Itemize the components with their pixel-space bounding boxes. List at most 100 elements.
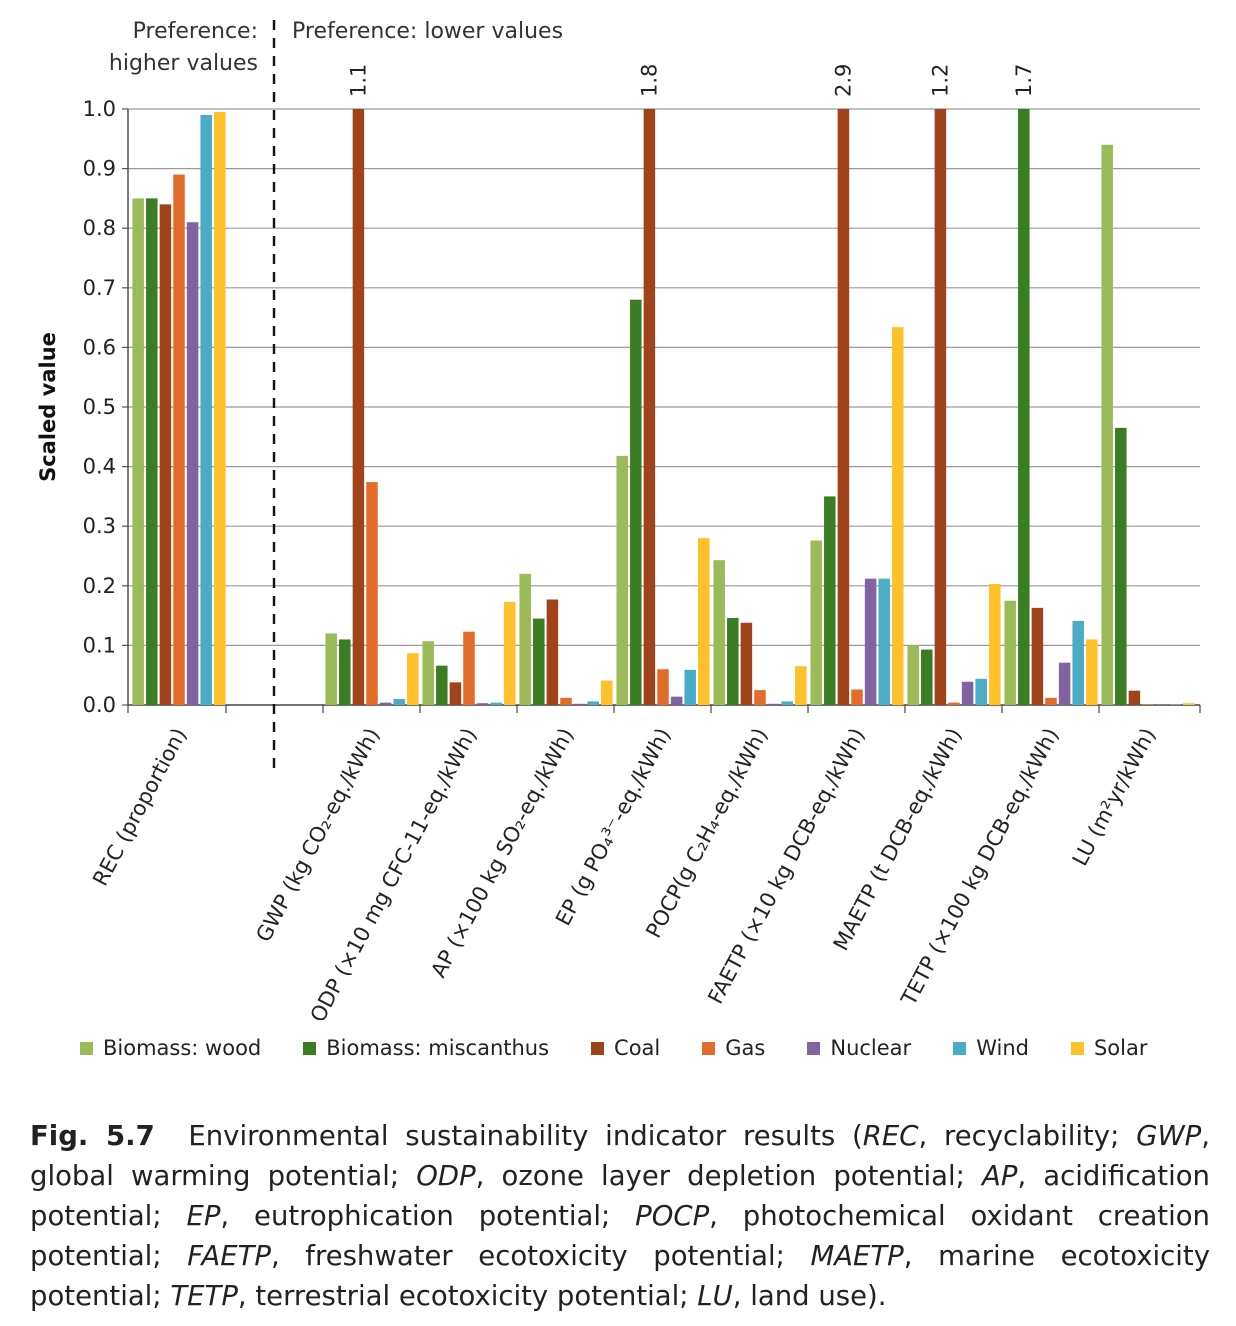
y-tick-label: 0.2 (83, 574, 116, 598)
x-tick-label: LU (m²yr/kWh) (1068, 724, 1161, 870)
legend-item: Coal (591, 1036, 660, 1060)
bar (795, 666, 807, 705)
legend-item: Biomass: wood (80, 1036, 261, 1060)
legend-swatch (807, 1041, 821, 1055)
legend-item: Biomass: miscanthus (303, 1036, 549, 1060)
y-axis-label: Scaled value (36, 332, 60, 482)
bar (1155, 704, 1168, 705)
y-tick-label: 0.8 (83, 216, 116, 240)
caption-definition-text: , recyclability; (918, 1120, 1137, 1152)
bar (214, 111, 226, 706)
bar (504, 601, 516, 705)
bar (533, 618, 545, 705)
bar (824, 496, 836, 705)
preference-higher-line-2: higher values (108, 51, 258, 76)
bar (892, 327, 904, 705)
caption-definition-text: , marine ecotoxicity potential; (30, 1240, 1210, 1312)
bar (1115, 427, 1127, 705)
bar (407, 653, 419, 705)
caption-abbreviation: REC (862, 1120, 919, 1152)
preference-higher-label: Preference: higher values (108, 16, 258, 80)
caption-definition-text: , global warming potential; (30, 1120, 1210, 1192)
bar (476, 703, 489, 705)
legend-item: Nuclear (807, 1036, 911, 1060)
y-tick-label: 0.9 (83, 157, 116, 181)
bar (670, 696, 683, 705)
bar (379, 702, 392, 705)
bar (878, 578, 890, 705)
bar (1169, 704, 1181, 705)
bar (975, 678, 987, 705)
bar (1072, 620, 1084, 705)
bar (1101, 144, 1113, 705)
bar (698, 538, 710, 705)
bar (616, 455, 628, 705)
bar (907, 645, 919, 705)
bar (146, 198, 158, 705)
bar (837, 109, 850, 705)
bar-annotation: 2.9 (831, 64, 855, 97)
bar (1045, 697, 1057, 705)
legend-swatch (303, 1041, 317, 1055)
y-tick-label: 0.0 (83, 693, 116, 717)
bar (132, 198, 144, 705)
caption-intro: Environmental sustainability indicator r… (188, 1120, 863, 1152)
caption-definition-text: , photochemical oxidant creation potenti… (30, 1200, 1210, 1272)
y-tick-label: 1.0 (83, 97, 116, 121)
figure-caption: Fig. 5.7 Environmental sustainability in… (30, 1116, 1210, 1316)
bar (989, 584, 1001, 705)
caption-definition-text: , terrestrial ecotoxicity potential; (237, 1280, 698, 1312)
bar (601, 680, 613, 705)
bar (851, 689, 863, 705)
caption-abbreviation: AP (982, 1160, 1018, 1192)
bar (1031, 607, 1044, 705)
bar (1018, 109, 1030, 705)
bar (948, 702, 960, 705)
preference-higher-line-1: Preference: (132, 19, 258, 44)
x-tick-label: TETP (×100 kg DCB-eq./kWh) (896, 724, 1063, 1010)
x-tick-label: ODP (×10 mg CFC-11-eq./kWh) (306, 724, 482, 1020)
bar-annotation: 1.2 (928, 64, 952, 97)
caption-definition-text: , freshwater ecotoxicity potential; (270, 1240, 811, 1272)
legend-label: Gas (725, 1036, 766, 1060)
y-tick-label: 0.7 (83, 276, 116, 300)
y-tick-label: 0.5 (83, 395, 116, 419)
caption-definition-text: , land use). (732, 1280, 887, 1312)
bar (781, 701, 793, 705)
caption-abbreviation: MAETP (810, 1240, 904, 1272)
legend-item: Solar (1070, 1036, 1148, 1060)
bar (767, 703, 780, 705)
legend-swatch (702, 1041, 716, 1055)
figure-label: Fig. 5.7 (30, 1120, 155, 1152)
bar-annotation: 1.1 (346, 64, 370, 97)
bar (366, 482, 378, 705)
bar (422, 641, 434, 705)
chart-area: Preference: higher values Preference: lo… (36, 16, 1201, 1060)
legend-label: Biomass: miscanthus (326, 1036, 550, 1060)
bar (173, 174, 185, 705)
bar (436, 665, 448, 705)
bar (339, 639, 351, 705)
y-tick-label: 0.3 (83, 514, 116, 538)
caption-definitions: REC, recyclability; GWP, global warming … (30, 1120, 1210, 1312)
legend-label: Solar (1093, 1036, 1148, 1060)
bar (352, 109, 365, 705)
bar (587, 701, 599, 705)
bar (643, 109, 656, 705)
bar (657, 669, 669, 705)
caption-definition-text: , ozone layer depletion potential; (475, 1160, 983, 1192)
y-tick-label: 0.1 (83, 633, 116, 657)
bar (449, 682, 462, 705)
caption-abbreviation: TETP (170, 1280, 238, 1312)
bar (754, 690, 766, 705)
legend-label: Nuclear (830, 1036, 912, 1060)
bar (325, 633, 337, 705)
bar (1058, 662, 1071, 705)
bar (921, 649, 933, 705)
bar (713, 560, 725, 705)
caption-abbreviation: EP (186, 1200, 221, 1232)
bar-annotation: 1.7 (1012, 64, 1036, 97)
bar (740, 622, 753, 705)
bar (961, 681, 974, 705)
bar (519, 573, 531, 705)
